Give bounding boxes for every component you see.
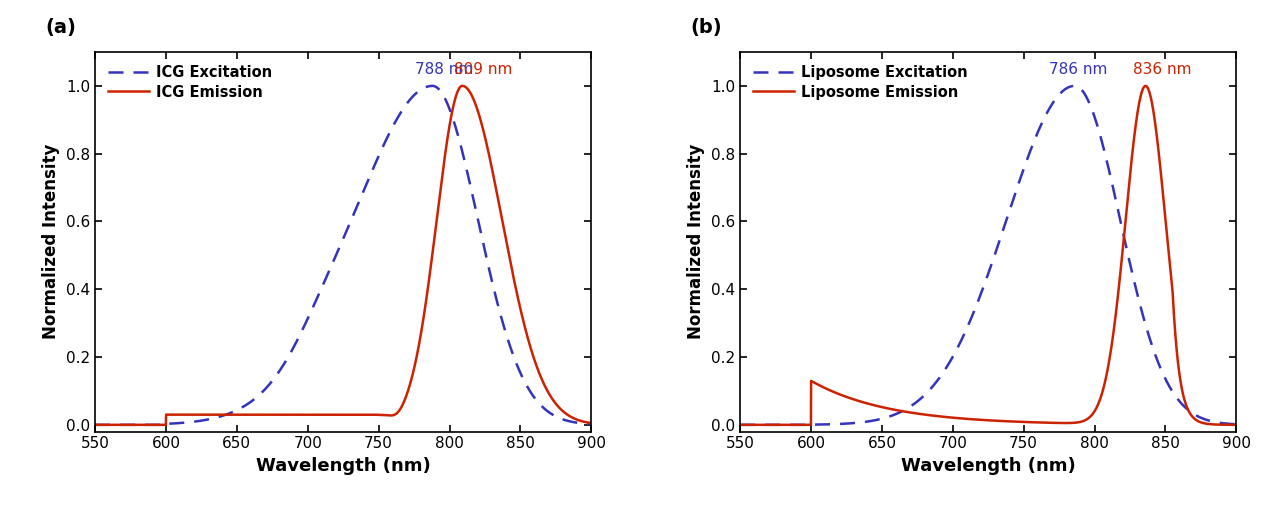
ICG Emission: [583, 420, 598, 426]
Liposome Excitation: [1229, 421, 1244, 427]
Liposome Emission: [1137, 83, 1153, 89]
ICG Emission: [145, 422, 160, 428]
ICG Excitation: [521, 385, 536, 392]
Liposome Excitation: [945, 355, 960, 361]
Line: Liposome Excitation: Liposome Excitation: [741, 86, 1236, 425]
Liposome Emission: [733, 422, 748, 428]
Text: (b): (b): [691, 18, 723, 37]
Line: ICG Excitation: ICG Excitation: [95, 86, 591, 425]
Text: 836 nm: 836 nm: [1132, 62, 1192, 77]
ICG Excitation: [278, 359, 293, 365]
Liposome Excitation: [1165, 389, 1181, 396]
ICG Emission: [574, 418, 590, 424]
Liposome Excitation: [789, 422, 804, 428]
Y-axis label: Normalized Intensity: Normalized Intensity: [687, 144, 705, 340]
Liposome Emission: [819, 385, 834, 392]
Liposome Emission: [789, 422, 804, 428]
ICG Emission: [521, 336, 536, 343]
ICG Emission: [299, 411, 314, 418]
Liposome Excitation: [733, 422, 748, 428]
Liposome Excitation: [1068, 83, 1083, 89]
ICG Excitation: [425, 83, 440, 89]
Liposome Emission: [923, 412, 938, 419]
ICG Excitation: [87, 422, 103, 428]
Text: 786 nm: 786 nm: [1049, 62, 1107, 77]
Y-axis label: Normalized Intensity: Normalized Intensity: [42, 144, 61, 340]
ICG Emission: [174, 411, 189, 418]
ICG Excitation: [583, 421, 598, 427]
Line: ICG Emission: ICG Emission: [95, 86, 591, 425]
Line: Liposome Emission: Liposome Emission: [741, 86, 1236, 425]
X-axis label: Wavelength (nm): Wavelength (nm): [256, 457, 431, 475]
Liposome Excitation: [819, 421, 834, 427]
Liposome Emission: [1165, 301, 1181, 307]
ICG Emission: [87, 422, 103, 428]
ICG Emission: [278, 411, 293, 418]
ICG Excitation: [145, 422, 160, 428]
Legend: ICG Excitation, ICG Emission: ICG Excitation, ICG Emission: [103, 59, 278, 106]
Legend: Liposome Excitation, Liposome Emission: Liposome Excitation, Liposome Emission: [747, 59, 974, 106]
Text: 809 nm: 809 nm: [454, 62, 512, 77]
Text: 788 nm: 788 nm: [416, 62, 474, 77]
ICG Excitation: [574, 420, 590, 426]
Liposome Excitation: [1219, 421, 1234, 427]
Liposome Emission: [945, 414, 960, 421]
ICG Excitation: [299, 317, 314, 323]
Liposome Excitation: [923, 386, 938, 392]
Text: (a): (a): [46, 18, 76, 37]
Liposome Emission: [1219, 422, 1234, 428]
Liposome Emission: [1229, 422, 1244, 428]
X-axis label: Wavelength (nm): Wavelength (nm): [900, 457, 1075, 475]
ICG Excitation: [174, 420, 189, 426]
ICG Emission: [455, 83, 470, 89]
